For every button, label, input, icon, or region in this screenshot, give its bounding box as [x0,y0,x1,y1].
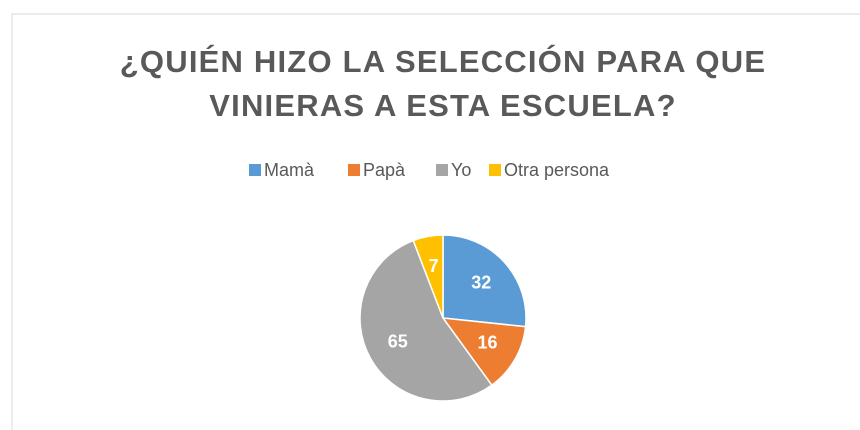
chart-frame [11,13,860,430]
legend-label: Otra persona [504,160,610,180]
data-label: 32 [471,272,491,292]
legend-swatch [249,164,261,176]
legend-label: Papà [363,160,406,180]
data-label: 7 [429,256,439,276]
legend-swatch [489,164,501,176]
pie-slice [412,234,444,319]
pie-slice [441,317,527,387]
pie-slice [359,239,493,402]
data-label: 16 [478,332,498,352]
chart-title: ¿QUIÉN HIZO LA SELECCIÓN PARA QUE VINIER… [119,44,767,123]
legend-swatch [436,164,448,176]
legend-label: Mamà [264,160,315,180]
legend-label: Yo [451,160,471,180]
data-label: 65 [388,331,408,351]
pie-slice [442,234,527,328]
legend-swatch [348,164,360,176]
